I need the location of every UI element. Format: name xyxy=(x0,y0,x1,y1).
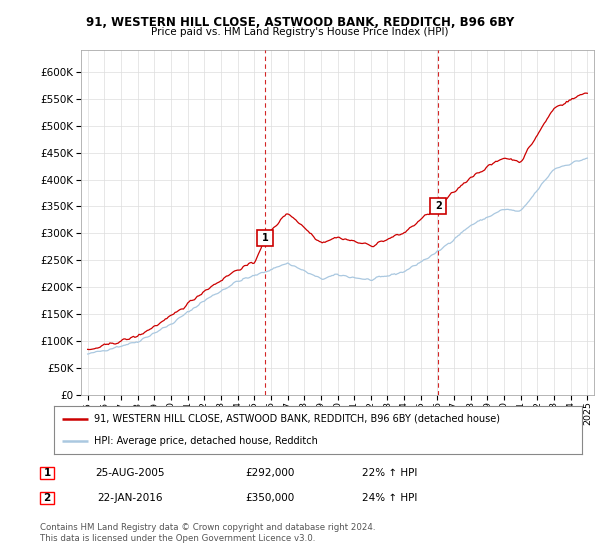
Text: Contains HM Land Registry data © Crown copyright and database right 2024.
This d: Contains HM Land Registry data © Crown c… xyxy=(40,524,376,543)
Text: 22% ↑ HPI: 22% ↑ HPI xyxy=(362,468,418,478)
Bar xyxy=(40,492,54,505)
Text: Price paid vs. HM Land Registry's House Price Index (HPI): Price paid vs. HM Land Registry's House … xyxy=(151,27,449,37)
Text: 2: 2 xyxy=(435,202,442,212)
Text: 22-JAN-2016: 22-JAN-2016 xyxy=(97,493,163,503)
Text: 1: 1 xyxy=(43,468,50,478)
Text: 91, WESTERN HILL CLOSE, ASTWOOD BANK, REDDITCH, B96 6BY: 91, WESTERN HILL CLOSE, ASTWOOD BANK, RE… xyxy=(86,16,514,29)
Text: 91, WESTERN HILL CLOSE, ASTWOOD BANK, REDDITCH, B96 6BY (detached house): 91, WESTERN HILL CLOSE, ASTWOOD BANK, RE… xyxy=(94,414,500,424)
Text: 2: 2 xyxy=(43,493,50,503)
Text: 1: 1 xyxy=(262,232,268,242)
Bar xyxy=(40,467,54,479)
Text: £292,000: £292,000 xyxy=(245,468,295,478)
Text: 25-AUG-2005: 25-AUG-2005 xyxy=(95,468,165,478)
Text: £350,000: £350,000 xyxy=(245,493,295,503)
Text: 24% ↑ HPI: 24% ↑ HPI xyxy=(362,493,418,503)
Text: HPI: Average price, detached house, Redditch: HPI: Average price, detached house, Redd… xyxy=(94,436,317,446)
